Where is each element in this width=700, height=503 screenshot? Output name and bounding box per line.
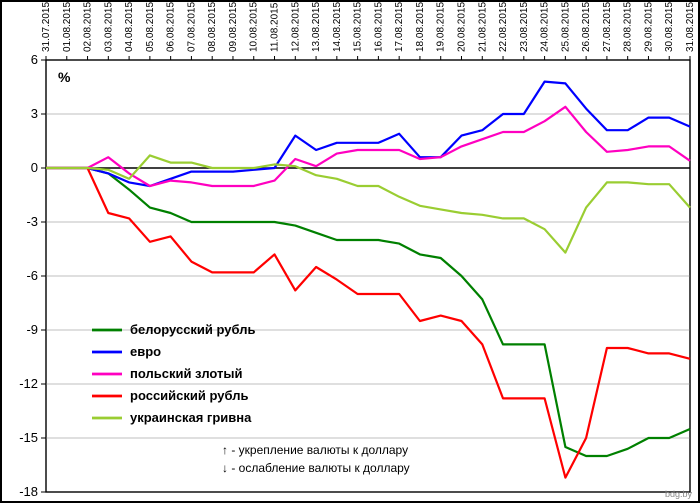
ytick-label: 6 [31,52,38,67]
legend-label-byr: белорусский рубль [130,322,255,337]
ytick-label: -9 [26,322,38,337]
xtick-label: 26.08.2015 [581,2,592,52]
xtick-label: 25.08.2015 [560,2,571,52]
xtick-label: 06.08.2015 [166,2,177,52]
xtick-label: 15.08.2015 [353,2,364,52]
xtick-label: 11.08.2015 [270,2,281,52]
xtick-label: 05.08.2015 [145,2,156,52]
ytick-label: -12 [19,376,38,391]
xtick-label: 17.08.2015 [394,2,405,52]
xtick-label: 31.07.2015 [41,2,52,52]
note-down: ↓ - ослабление валюты к доллару [222,461,410,475]
xtick-label: 12.08.2015 [290,2,301,52]
xtick-label: 19.08.2015 [436,2,447,52]
xtick-label: 31.08.2015 [685,2,696,52]
xtick-label: 07.08.2015 [186,2,197,52]
ytick-label: -15 [19,430,38,445]
xtick-label: 09.08.2015 [228,2,239,52]
xtick-label: 10.08.2015 [249,2,260,52]
xtick-label: 02.08.2015 [83,2,94,52]
xtick-label: 21.08.2015 [477,2,488,52]
xtick-label: 30.08.2015 [664,2,675,52]
legend-label-rub: российский рубль [130,388,248,403]
legend-label-eur: евро [130,344,161,359]
ytick-label: 0 [31,160,38,175]
xtick-label: 01.08.2015 [62,2,73,52]
ytick-label: -3 [26,214,38,229]
xtick-label: 24.08.2015 [540,2,551,52]
chart-container: 6 3 0 -3 -6 -9 -12 -15 -18% 31.07.2015 01.08.2015 0… [0,0,700,503]
xtick-label: 29.08.2015 [643,2,654,52]
xtick-label: 28.08.2015 [623,2,634,52]
xtick-label: 03.08.2015 [103,2,114,52]
currency-line-chart: 6 3 0 -3 -6 -9 -12 -15 -18% 31.07.2015 01.08.2015 0… [2,2,698,501]
xtick-label: 27.08.2015 [602,2,613,52]
ytick-label: -6 [26,268,38,283]
xtick-label: 14.08.2015 [332,2,343,52]
xtick-label: 13.08.2015 [311,2,322,52]
xtick-label: 20.08.2015 [456,2,467,52]
legend-label-uah: украинская гривна [130,410,252,425]
ytick-label: 3 [31,106,38,121]
xtick-label: 22.08.2015 [498,2,509,52]
xtick-label: 16.08.2015 [373,2,384,52]
ytick-label: -18 [19,484,38,499]
xtick-label: 23.08.2015 [519,2,530,52]
xtick-label: 04.08.2015 [124,2,135,52]
xtick-label: 08.08.2015 [207,2,218,52]
percent-symbol: % [58,69,71,85]
watermark: bdg.by [665,489,692,499]
series-pln [46,107,690,186]
xtick-label: 18.08.2015 [415,2,426,52]
note-up: ↑ - укрепление валюты к доллару [222,443,408,457]
series-eur [46,82,690,186]
legend-label-pln: польский злотый [130,366,243,381]
series-uah [46,155,690,252]
